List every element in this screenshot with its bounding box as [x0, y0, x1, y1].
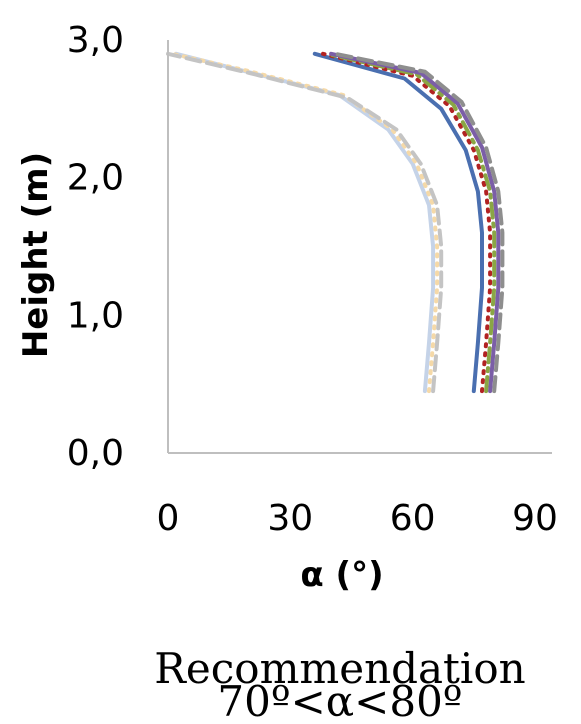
- x-tick-label: 90: [512, 498, 558, 539]
- series-line-3: [168, 54, 441, 391]
- series-line-1: [176, 54, 433, 391]
- x-tick-label: 60: [390, 498, 436, 539]
- y-tick-label: 1,0: [67, 295, 124, 336]
- series-layer: [168, 54, 502, 391]
- tick-label-layer: 0 30 60 90 0,0 1,0 2,0 3,0: [67, 20, 558, 539]
- y-tick-label: 2,0: [67, 158, 124, 199]
- y-tick-label: 3,0: [67, 20, 124, 61]
- x-tick-label: 30: [267, 498, 313, 539]
- y-axis-title: Height (m): [16, 152, 56, 358]
- x-tick-label: 0: [157, 498, 180, 539]
- x-axis-title: α (°): [300, 555, 383, 595]
- y-tick-label: 0,0: [67, 433, 124, 474]
- caption-alpha-range: 70º<α<80º: [217, 677, 462, 724]
- series-line-2: [172, 54, 437, 391]
